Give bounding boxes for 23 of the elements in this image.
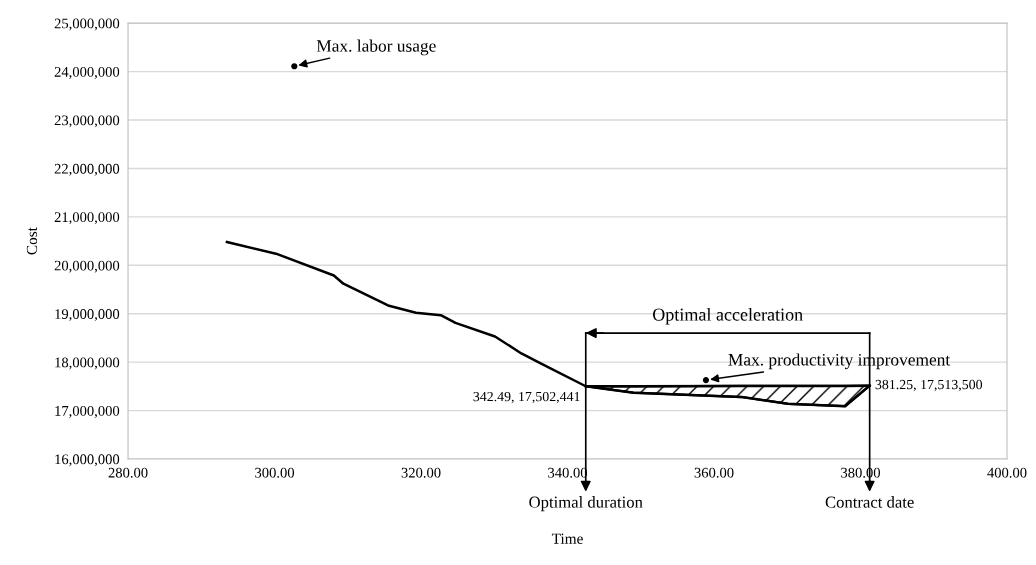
x-tick-label: 320.00 xyxy=(401,467,441,478)
ref-line-label: Optimal acceleration xyxy=(653,308,803,325)
y-tick-label: 18,000,000 xyxy=(55,357,120,370)
y-tick-label: 21,000,000 xyxy=(54,212,120,225)
y-tick-label: 25,000,000 xyxy=(54,18,120,31)
x-tick-label: 280.00 xyxy=(108,467,148,478)
x-tick-label: 400.00 xyxy=(987,467,1027,478)
x-tick-label: 360.00 xyxy=(694,467,734,478)
y-tick-label: 22,000,000 xyxy=(54,163,120,176)
x-axis-title: Time xyxy=(551,533,583,544)
y-tick-label: 23,000,000 xyxy=(54,115,120,128)
y-tick-label: 24,000,000 xyxy=(54,66,120,79)
annotation: 342.49, 17,502,441 xyxy=(473,391,580,404)
y-tick-label: 19,000,000 xyxy=(55,309,120,322)
ref-line-label: Optimal duration xyxy=(529,496,643,512)
y-tick-label: 20,000,000 xyxy=(54,260,120,273)
x-tick-label: 300.00 xyxy=(255,467,295,478)
y-axis-title: Cost xyxy=(26,227,38,255)
ref-line-label: Contract date xyxy=(825,496,914,508)
annotation: 381.25, 17,513,500 xyxy=(875,379,983,392)
y-tick-label: 16,000,000 xyxy=(55,454,120,467)
y-tick-label: 17,000,000 xyxy=(55,405,120,418)
annotation: Max. labor usage xyxy=(316,39,436,56)
